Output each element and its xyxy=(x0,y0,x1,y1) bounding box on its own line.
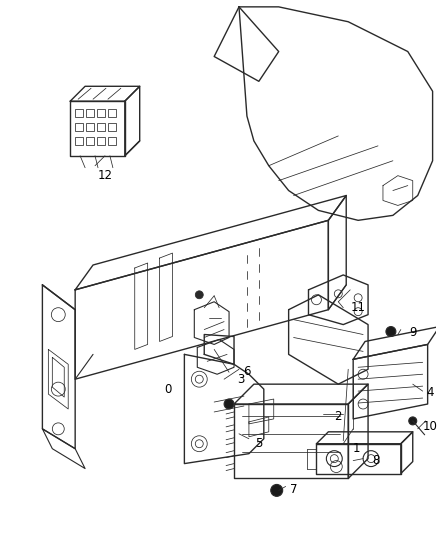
Text: 4: 4 xyxy=(426,385,433,399)
Bar xyxy=(97,109,105,117)
Bar xyxy=(86,109,94,117)
Circle shape xyxy=(224,399,234,409)
Bar xyxy=(75,137,83,145)
Text: 2: 2 xyxy=(335,410,342,423)
Text: 7: 7 xyxy=(290,483,297,496)
Text: 10: 10 xyxy=(422,421,437,433)
Text: 1: 1 xyxy=(353,442,360,455)
Bar xyxy=(97,137,105,145)
Circle shape xyxy=(271,484,283,496)
Bar xyxy=(75,109,83,117)
Text: 8: 8 xyxy=(372,454,380,467)
Text: 11: 11 xyxy=(351,301,366,314)
Text: 5: 5 xyxy=(255,437,262,450)
Bar xyxy=(108,109,116,117)
Bar xyxy=(75,123,83,131)
Text: 12: 12 xyxy=(97,169,113,182)
Circle shape xyxy=(409,417,417,425)
Bar xyxy=(108,137,116,145)
Circle shape xyxy=(386,327,396,336)
Text: 9: 9 xyxy=(409,326,417,339)
Text: 3: 3 xyxy=(237,373,245,386)
Bar xyxy=(86,137,94,145)
Bar xyxy=(97,123,105,131)
Bar xyxy=(86,123,94,131)
Bar xyxy=(108,123,116,131)
Text: 0: 0 xyxy=(164,383,171,395)
Circle shape xyxy=(195,291,203,299)
Text: 6: 6 xyxy=(243,365,251,378)
